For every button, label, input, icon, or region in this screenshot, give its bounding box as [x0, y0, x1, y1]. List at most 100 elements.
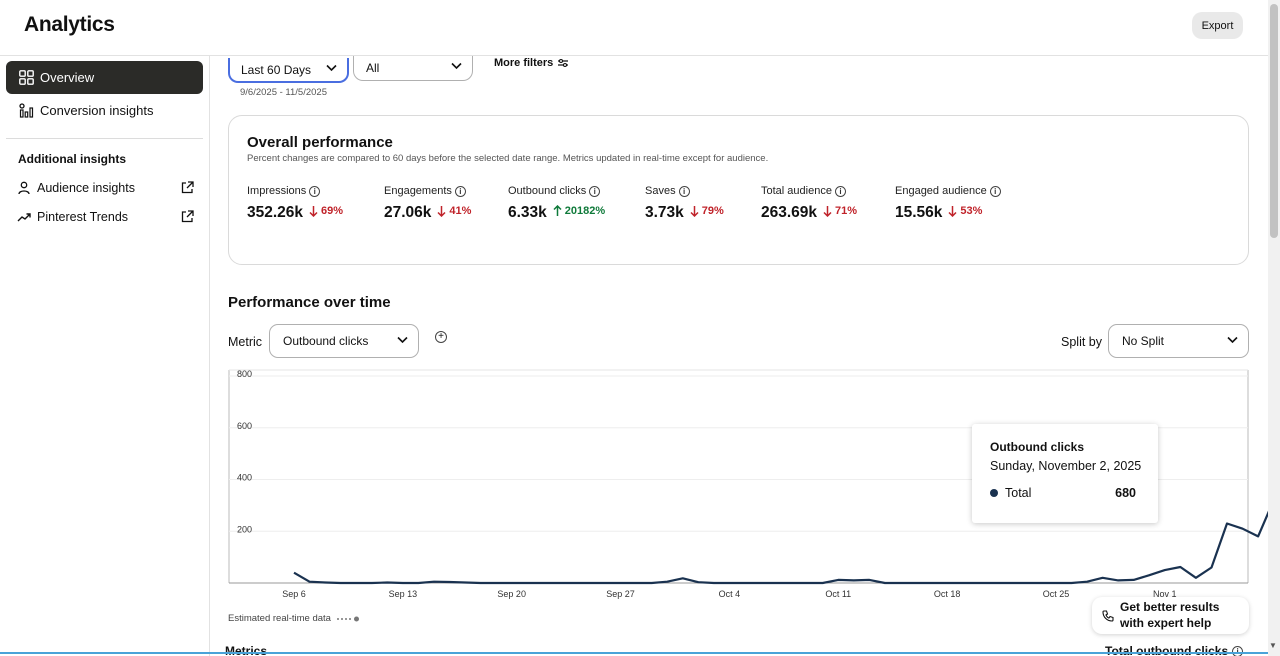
- metric-value-row: 27.06k 41%: [384, 204, 471, 222]
- date-range-select[interactable]: Last 60 Days: [228, 58, 349, 83]
- arrow-down-icon: [823, 206, 832, 217]
- metric-value: 15.56k: [895, 204, 943, 221]
- outbound-clicks-chart[interactable]: 200 400 600 800 Sep 6 Sep 13 Sep 20 Sep 27 Oct 4…: [211, 366, 1268, 606]
- chevron-down-icon: [1227, 336, 1238, 344]
- info-icon[interactable]: i: [309, 185, 321, 197]
- filter-sliders-icon: [558, 58, 569, 68]
- metric-change-value: 53%: [960, 205, 983, 217]
- y-tick-label: 800: [237, 369, 252, 379]
- scrollbar-thumb[interactable]: [1270, 4, 1278, 238]
- info-icon[interactable]: i: [834, 185, 846, 197]
- arrow-down-icon: [690, 206, 699, 217]
- more-filters-label: More filters: [494, 57, 554, 69]
- metrics-heading: Metrics: [225, 644, 268, 656]
- info-icon[interactable]: i: [678, 185, 690, 197]
- info-icon[interactable]: i: [589, 185, 601, 197]
- estimated-data-label: Estimated real-time data: [228, 613, 331, 624]
- total-outbound-clicks-heading: Total outbound clicks i: [1105, 644, 1244, 656]
- expert-help-label: Get better results with expert help: [1120, 600, 1219, 631]
- overall-performance-title: Overall performance: [247, 134, 393, 151]
- split-by-label: Split by: [1061, 335, 1102, 349]
- sidebar: Overview Conversion insights Additional …: [0, 56, 210, 656]
- sidebar-link-audience-insights[interactable]: Audience insights: [14, 178, 194, 198]
- x-tick-label: Sep 20: [497, 589, 526, 599]
- sidebar-item-label: Conversion insights: [40, 103, 154, 118]
- sidebar-link-pinterest-trends[interactable]: Pinterest Trends: [14, 207, 194, 227]
- overall-performance-card: Overall performance Percent changes are …: [228, 115, 1249, 265]
- sidebar-item-overview[interactable]: Overview: [6, 61, 203, 94]
- info-icon[interactable]: i: [989, 185, 1001, 197]
- metric-change: 53%: [948, 205, 982, 217]
- metric-value-row: 15.56k 53%: [895, 204, 1001, 222]
- export-button[interactable]: Export: [1192, 12, 1243, 39]
- metric-saves: Saves i 3.73k 79%: [645, 185, 724, 222]
- metric-value: 6.33k: [508, 204, 547, 221]
- metric-label-text: Impressions: [247, 185, 307, 197]
- grid-icon: [18, 70, 34, 86]
- chevron-down-icon: [397, 336, 408, 344]
- phone-icon: [1102, 609, 1114, 622]
- content-type-value: All: [366, 61, 380, 75]
- add-metric-icon[interactable]: +: [435, 331, 447, 343]
- date-range-dates: 9/6/2025 - 11/5/2025: [240, 87, 327, 98]
- x-tick-label: Sep 6: [282, 589, 306, 599]
- metric-total-audience: Total audience i 263.69k 71%: [761, 185, 857, 222]
- page-title: Analytics: [24, 13, 115, 36]
- estimated-data-legend: Estimated real-time data: [228, 613, 360, 624]
- metric-label-text: Saves: [645, 185, 676, 197]
- tooltip-row: Total 680: [990, 486, 1136, 500]
- expert-help-button[interactable]: Get better results with expert help: [1092, 597, 1249, 634]
- tooltip-series: Total: [1005, 486, 1032, 500]
- sidebar-divider: [6, 138, 203, 139]
- arrow-up-icon: [553, 205, 562, 216]
- metric-label-text: Total audience: [761, 185, 832, 197]
- tooltip-date: Sunday, November 2, 2025: [990, 459, 1142, 473]
- sidebar-item-label: Overview: [40, 70, 95, 85]
- series-dot-icon: [990, 489, 998, 497]
- metric-label-text: Engagements: [384, 185, 452, 197]
- metric-select[interactable]: Outbound clicks: [269, 324, 419, 358]
- metric-value-row: 3.73k 79%: [645, 204, 724, 222]
- scroll-down-arrow[interactable]: ▼: [1269, 641, 1277, 650]
- metric-change: 41%: [437, 205, 471, 217]
- metric-value-row: 352.26k 69%: [247, 204, 343, 222]
- arrow-down-icon: [948, 206, 957, 217]
- sidebar-link-label: Pinterest Trends: [37, 210, 129, 224]
- expert-help-line1: Get better results: [1120, 599, 1220, 614]
- arrow-down-icon: [309, 206, 318, 217]
- sidebar-item-conversion-insights[interactable]: Conversion insights: [6, 94, 203, 127]
- metric-select-value: Outbound clicks: [283, 334, 369, 348]
- content-type-select[interactable]: All: [353, 56, 473, 81]
- metric-label: Impressions i: [247, 185, 343, 197]
- metric-engaged-audience: Engaged audience i 15.56k 53%: [895, 185, 1001, 222]
- info-icon[interactable]: i: [1232, 645, 1244, 656]
- overall-performance-subtitle: Percent changes are compared to 60 days …: [247, 153, 769, 164]
- total-outbound-clicks-label: Total outbound clicks: [1105, 644, 1229, 656]
- metric-value: 352.26k: [247, 204, 304, 221]
- metric-change: 71%: [823, 205, 857, 217]
- external-link-icon: [181, 181, 194, 194]
- window-bottom-edge: [0, 652, 1268, 654]
- metric-change-value: 71%: [835, 205, 858, 217]
- series-line-total[interactable]: [293, 407, 1268, 585]
- split-by-select[interactable]: No Split: [1108, 324, 1249, 358]
- metric-label: Metric: [228, 335, 263, 349]
- info-icon[interactable]: i: [454, 185, 466, 197]
- expert-help-line2: with expert help: [1120, 615, 1212, 630]
- more-filters-button[interactable]: More filters: [494, 56, 569, 70]
- arrow-down-icon: [437, 206, 446, 217]
- metric-change: 69%: [309, 205, 343, 217]
- vertical-scrollbar[interactable]: ▼: [1268, 0, 1280, 656]
- sidebar-link-label: Audience insights: [37, 181, 135, 195]
- metric-change-value: 79%: [701, 205, 724, 217]
- x-tick-label: Oct 4: [719, 589, 741, 599]
- metric-label: Saves i: [645, 185, 724, 197]
- y-tick-label: 400: [237, 473, 252, 483]
- metric-label-text: Engaged audience: [895, 185, 987, 197]
- bar-chart-icon: [18, 103, 34, 119]
- x-tick-label: Sep 27: [606, 589, 635, 599]
- date-range-value: Last 60 Days: [241, 62, 312, 77]
- metric-engagements: Engagements i 27.06k 41%: [384, 185, 471, 222]
- dotted-line-icon: [336, 616, 359, 621]
- metric-value-row: 6.33k 20182%: [508, 204, 605, 222]
